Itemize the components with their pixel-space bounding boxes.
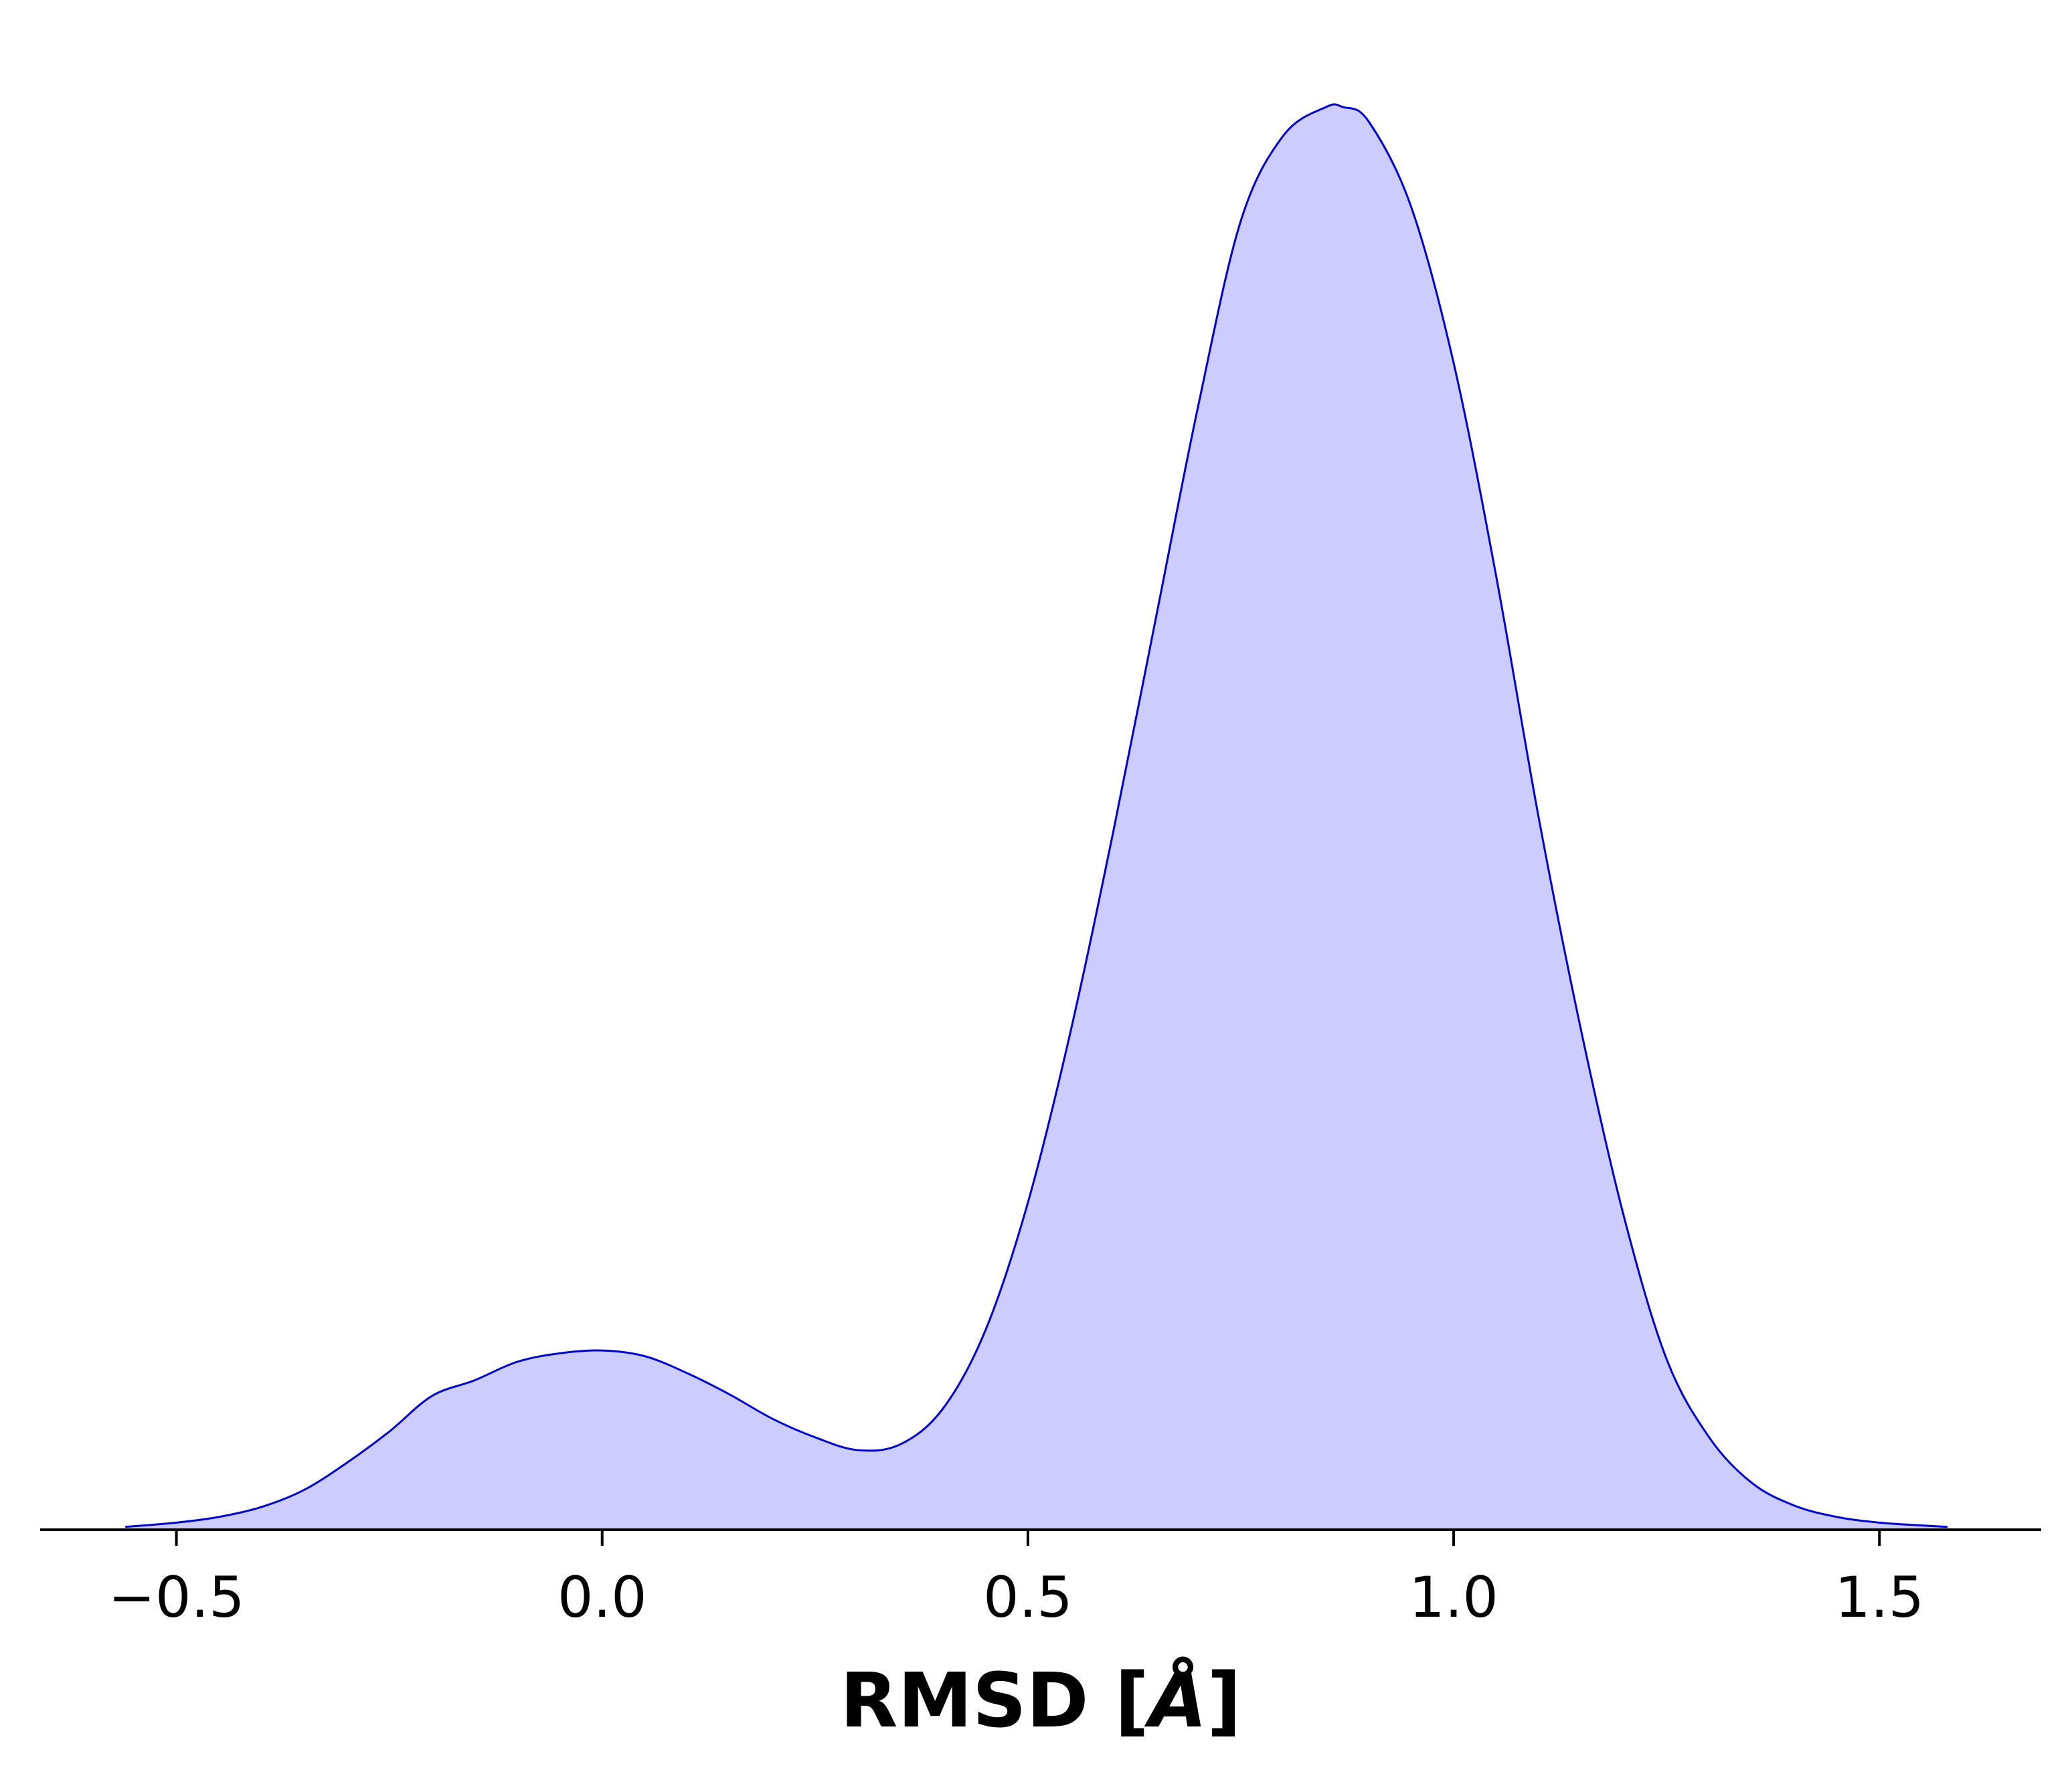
x-axis-title-close: ] xyxy=(1207,1658,1241,1745)
x-tick-label: 0.0 xyxy=(557,1565,647,1630)
density-curve-line xyxy=(125,103,1948,1528)
density-area-fill xyxy=(125,104,1948,1530)
plot-area xyxy=(125,103,1948,1530)
x-axis-title-text: RMSD [ xyxy=(840,1658,1149,1745)
x-axis-title-unit: Å xyxy=(1144,1656,1207,1745)
x-axis-title: RMSD [Å] xyxy=(840,1656,1241,1745)
x-axis-ticks: −0.5 0.0 0.5 1.0 1.5 xyxy=(108,1530,1924,1630)
x-tick-label: −0.5 xyxy=(108,1565,245,1630)
x-tick-label: 0.5 xyxy=(983,1565,1073,1630)
x-tick-label: 1.5 xyxy=(1834,1565,1924,1630)
x-tick-label: 1.0 xyxy=(1409,1565,1498,1630)
